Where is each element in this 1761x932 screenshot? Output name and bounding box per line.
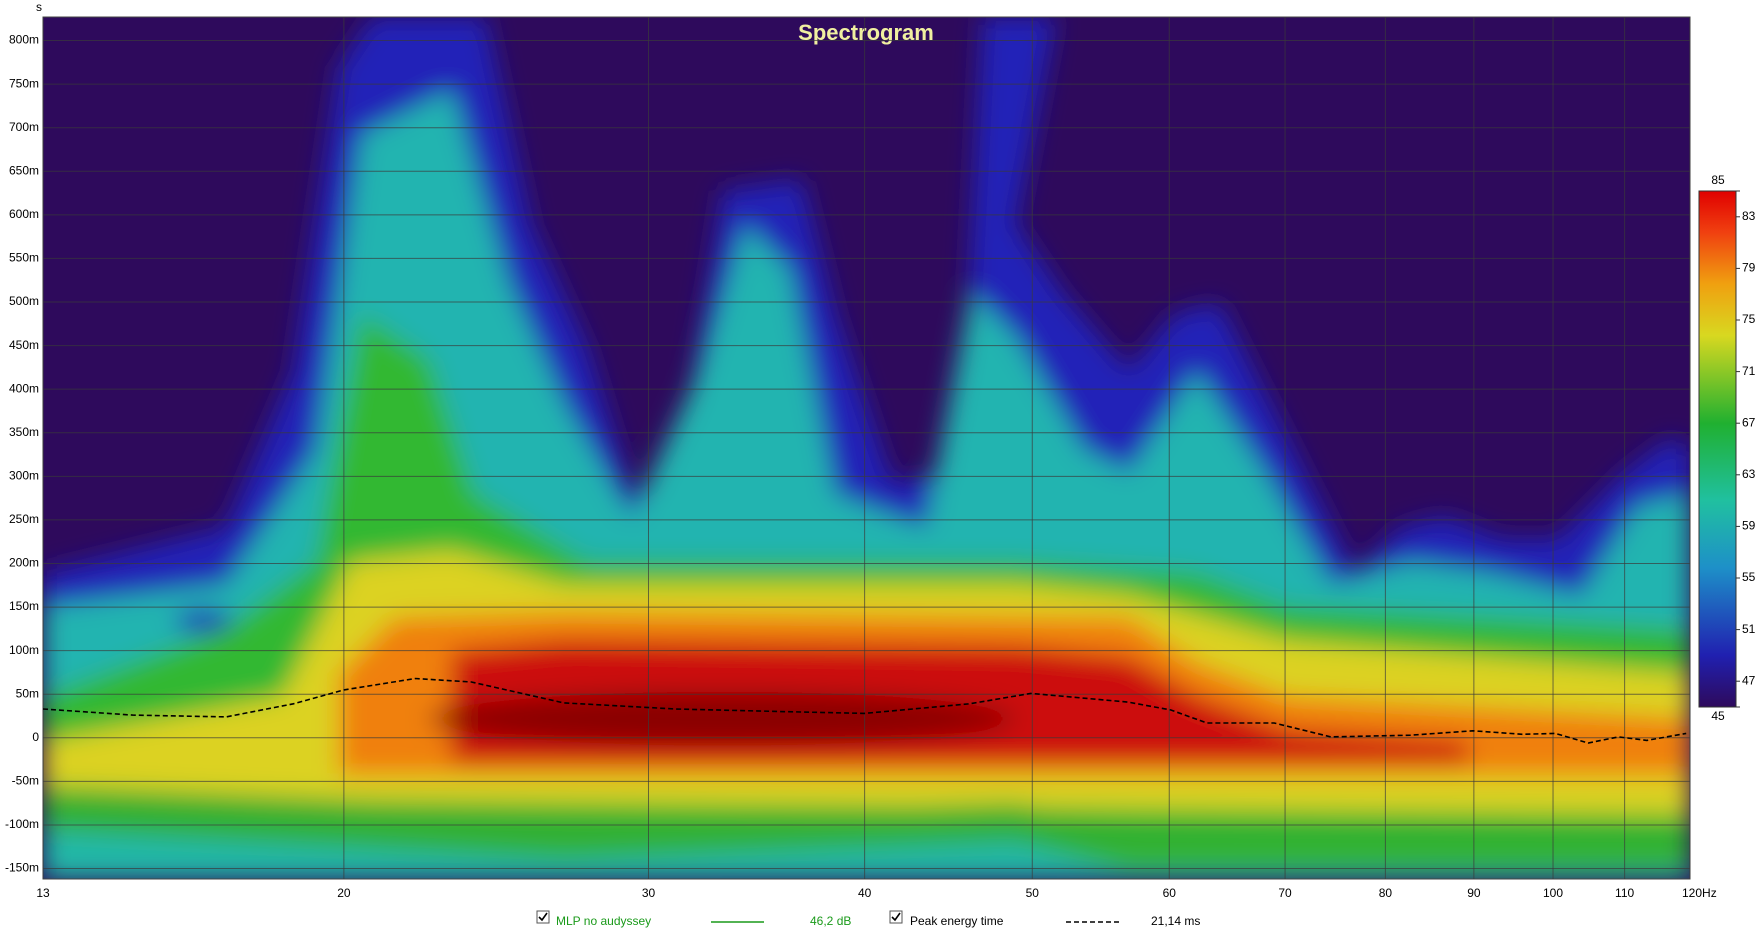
y-tick-label: 750m (9, 76, 39, 90)
x-tick-label: 100 (1543, 886, 1563, 900)
x-tick-label: 80 (1379, 886, 1393, 900)
y-tick-label: 500m (9, 294, 39, 308)
y-tick-label: 600m (9, 207, 39, 221)
colorbar-tick-label: 45 (1711, 709, 1725, 723)
heatmap (42, 16, 1691, 880)
x-tick-label: 50 (1026, 886, 1040, 900)
y-tick-label: 0 (32, 730, 39, 744)
colorbar-tick-label: 75 (1742, 312, 1756, 326)
legend-readout: 46,2 dB (810, 914, 851, 928)
check (891, 912, 901, 922)
y-tick-label: 250m (9, 512, 39, 526)
colorbar-tick-label: 67 (1742, 415, 1756, 429)
y-tick-label: 400m (9, 381, 39, 395)
check (538, 912, 548, 922)
y-tick-label: -100m (5, 817, 39, 831)
colorbar-tick-label: 63 (1742, 467, 1756, 481)
x-tick-label: 120Hz (1682, 886, 1717, 900)
x-tick-label: 60 (1163, 886, 1177, 900)
checkbox[interactable] (889, 910, 903, 924)
x-tick-label: 30 (642, 886, 656, 900)
y-tick-label: 550m (9, 251, 39, 265)
x-tick-label: 20 (337, 886, 351, 900)
x-tick-label: 70 (1278, 886, 1292, 900)
y-axis-label: s (36, 0, 42, 14)
colorbar-tick-label: 83 (1742, 209, 1756, 223)
y-tick-label: 700m (9, 120, 39, 134)
y-tick-label: 300m (9, 468, 39, 482)
colorbar (1698, 190, 1737, 708)
x-tick-label: 110 (1615, 886, 1634, 900)
x-tick-label: 40 (858, 886, 872, 900)
colorbar-tick-label: 85 (1711, 173, 1725, 187)
colorbar-tick-label: 51 (1742, 622, 1756, 636)
y-tick-label: 200m (9, 556, 39, 570)
legend-label: Peak energy time (910, 914, 1004, 928)
x-tick-label: 90 (1467, 886, 1481, 900)
colorbar-tick-label: 59 (1742, 519, 1756, 533)
y-tick-label: 50m (16, 686, 39, 700)
y-tick-label: -150m (5, 861, 39, 875)
peak-energy-line (42, 677, 1687, 744)
legend (536, 910, 903, 924)
legend-readout: 21,14 ms (1151, 914, 1200, 928)
y-tick-label: 100m (9, 643, 39, 657)
x-tick-label: 13 (36, 886, 50, 900)
colorbar-tick-label: 79 (1742, 261, 1756, 275)
colorbar-tick-label: 71 (1742, 364, 1756, 378)
y-tick-label: 650m (9, 163, 39, 177)
y-tick-label: 800m (9, 33, 39, 47)
chart-title: Spectrogram (798, 20, 934, 45)
legend-label: MLP no audyssey (556, 914, 651, 928)
checkbox[interactable] (536, 910, 550, 924)
y-tick-label: 150m (9, 599, 39, 613)
y-tick-label: -50m (12, 774, 39, 788)
y-tick-label: 450m (9, 338, 39, 352)
y-tick-label: 350m (9, 425, 39, 439)
colorbar-tick-label: 47 (1742, 673, 1756, 687)
colorbar-tick-label: 55 (1742, 570, 1756, 584)
